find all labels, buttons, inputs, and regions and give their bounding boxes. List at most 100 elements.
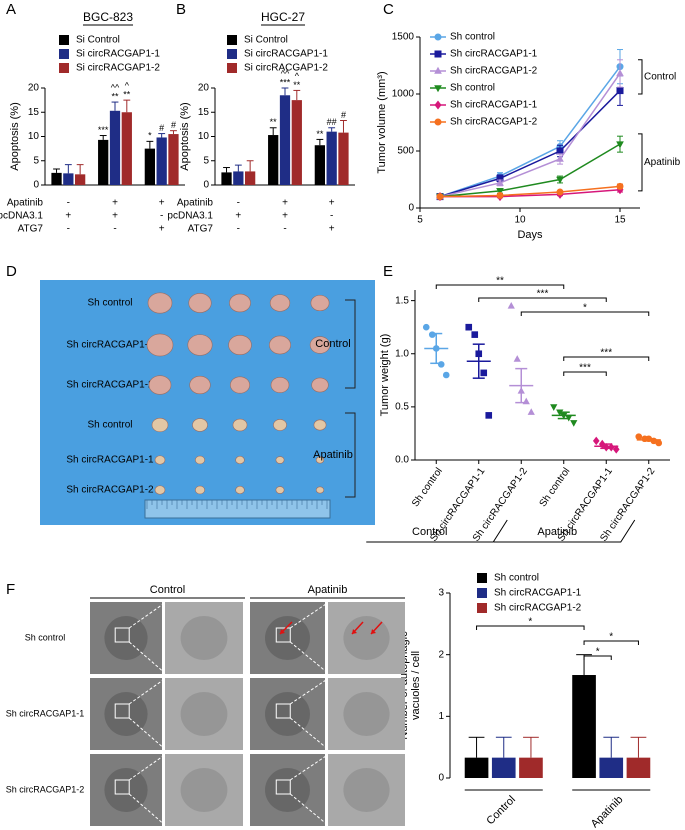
group-label: Control [315,338,350,350]
bar [98,139,109,185]
legend-marker [434,100,442,110]
condition-mark: - [160,211,163,222]
significance: ** [123,90,131,100]
tumor [315,456,325,464]
marker [513,355,521,362]
y-tick-label: 0 [33,180,39,191]
bar [144,148,155,185]
marker [612,445,620,454]
zoom-line [128,793,167,827]
significance: # [171,120,176,130]
condition-mark: + [159,224,165,235]
y-tick-label: 2 [438,649,444,660]
legend-swatch [477,588,487,598]
y-tick-label: 3 [438,588,444,599]
marker [485,412,493,419]
tumor [269,335,291,355]
y-tick-label: 1500 [392,32,415,43]
significance: # [341,110,346,120]
marker [616,69,624,77]
condition-mark: - [67,224,70,235]
bar [63,173,74,185]
significance: ^^ [281,68,290,78]
x-tick-label: 15 [614,215,626,226]
marker [496,178,504,186]
tumor [146,333,174,357]
comparison-bracket [520,311,650,316]
marker [496,174,504,182]
zoom-line [128,601,167,629]
row-label: Sh circRACGAP1-2 [66,380,154,391]
tumor [275,456,285,464]
panel-label: C [383,1,394,18]
marker [556,147,564,155]
tem-texture [343,768,390,812]
marker [550,404,558,411]
marker [480,369,488,377]
zoom-line [128,677,167,705]
legend-label: Sh circRACGAP1-1 [450,100,538,111]
tumor [273,419,287,431]
marker [437,361,445,368]
marker [507,301,515,309]
tumor [310,294,330,312]
group-line [366,519,508,543]
tumor [188,293,212,313]
tem-texture [180,616,228,660]
condition-label: Apatinib [7,198,44,209]
comparison-bracket [476,625,585,630]
chart-title: HGC-27 [261,10,305,24]
condition-label: pcDNA3.1 [167,211,213,222]
marker [496,188,504,196]
condition-mark: - [67,198,70,209]
tumor [270,377,290,393]
comparison-bracket [563,356,650,361]
zoom-line [289,677,330,705]
legend-label: Sh circRACGAP1-2 [450,117,538,128]
comparison-label: * [609,632,613,643]
y-tick-label: 10 [28,131,40,142]
marker [527,408,535,415]
bar [338,132,349,185]
condition-mark: + [235,211,241,222]
arrow-head [280,629,285,634]
significance: ## [327,117,337,127]
series-line [439,185,621,198]
arrow-head [371,629,376,634]
legend-label: Sh control [494,573,539,584]
condition-mark: + [159,198,165,209]
bar [245,171,256,185]
y-tick-label: 20 [28,83,40,94]
tumor [235,455,245,465]
marker [436,193,444,201]
condition-mark: - [113,224,116,235]
comparison-bracket [583,640,639,645]
legend-marker [434,50,442,58]
tem-texture [104,768,148,812]
y-axis-label: Tumor weight (g) [379,334,391,417]
bar [168,134,179,185]
condition-mark: + [65,211,71,222]
comparison-label: * [583,303,587,314]
marker [635,433,643,440]
tumor [154,485,166,495]
legend-swatch [477,573,487,583]
tem-texture [265,616,310,660]
bar [109,110,121,185]
bar [51,172,62,185]
group-bracket [345,299,356,389]
tumor [195,485,206,495]
tumor [189,375,211,395]
series-line [439,66,621,198]
marker [442,371,450,379]
marker [471,331,479,338]
significance: ** [316,129,324,139]
comparison-label: *** [537,289,549,300]
tumor [187,334,213,356]
condition-mark: + [329,224,335,235]
row-label: Sh circRACGAP1-1 [6,708,85,718]
tem-texture [343,692,390,736]
y-axis-label: vacuoles / cell [410,651,422,720]
marker [465,323,473,331]
